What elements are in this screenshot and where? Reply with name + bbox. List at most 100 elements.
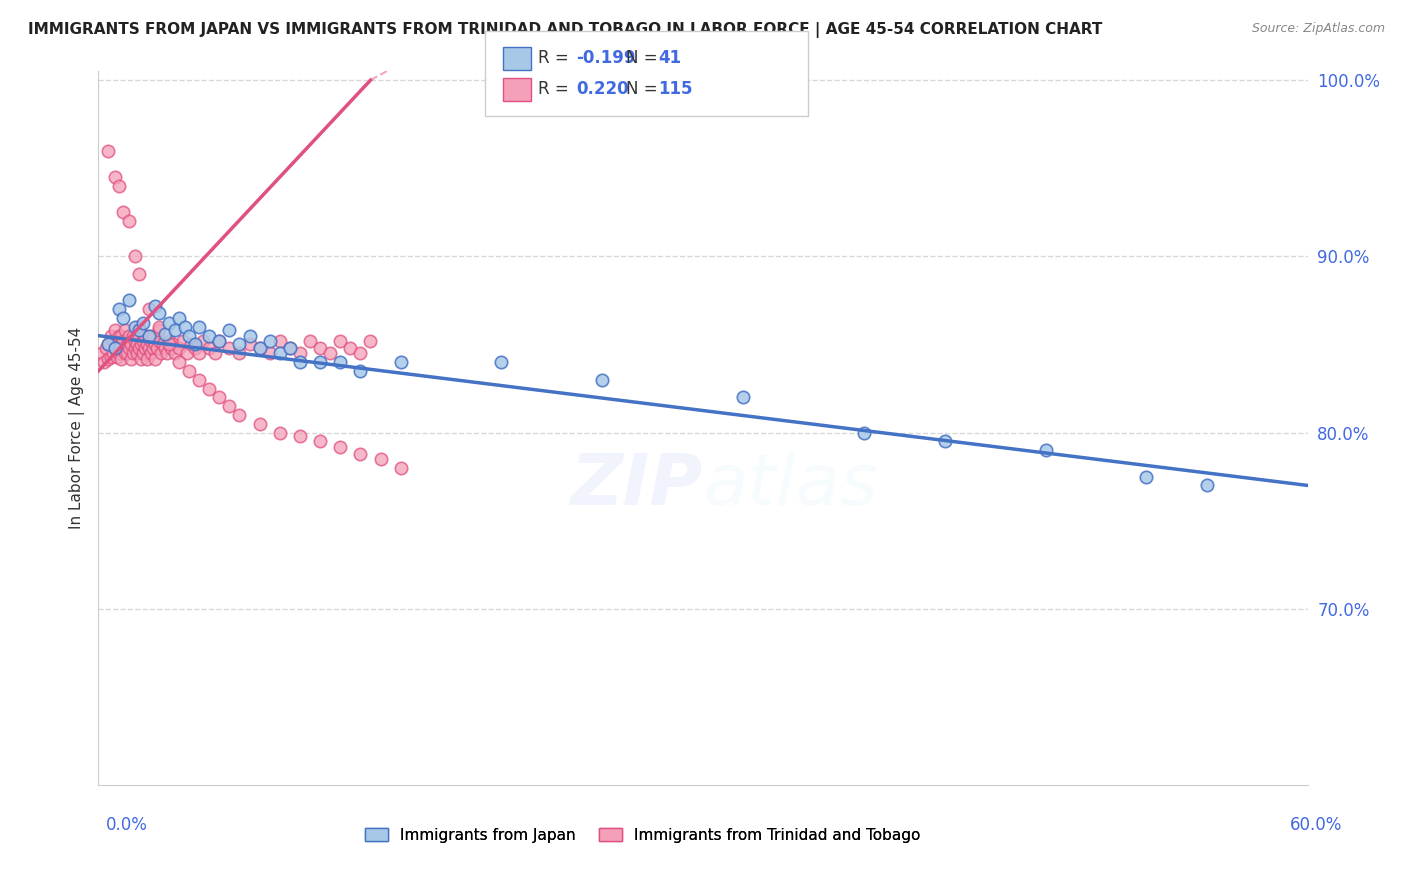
Point bbox=[138, 328, 160, 343]
Point bbox=[97, 337, 120, 351]
Point bbox=[339, 341, 361, 355]
Point bbox=[370, 452, 392, 467]
Point bbox=[934, 434, 956, 449]
Point bbox=[176, 346, 198, 360]
Point bbox=[309, 434, 332, 449]
Point bbox=[228, 408, 250, 422]
Point bbox=[143, 351, 166, 366]
Point bbox=[491, 355, 513, 369]
Point bbox=[97, 337, 120, 351]
Point bbox=[103, 323, 125, 337]
Text: R =: R = bbox=[538, 49, 575, 67]
Point bbox=[103, 341, 125, 355]
Point bbox=[249, 341, 271, 355]
Point bbox=[349, 447, 371, 461]
Point bbox=[204, 346, 226, 360]
Point bbox=[115, 337, 138, 351]
Point bbox=[249, 341, 271, 355]
Point bbox=[135, 351, 157, 366]
Point bbox=[188, 319, 211, 334]
Point bbox=[118, 341, 141, 355]
Text: 41: 41 bbox=[658, 49, 681, 67]
Point bbox=[118, 214, 141, 228]
Point bbox=[128, 319, 150, 334]
Point bbox=[278, 341, 301, 355]
Point bbox=[288, 346, 311, 360]
Point bbox=[124, 334, 146, 348]
Legend: Immigrants from Japan, Immigrants from Trinidad and Tobago: Immigrants from Japan, Immigrants from T… bbox=[359, 822, 927, 848]
Point bbox=[118, 334, 141, 348]
Point bbox=[208, 390, 231, 404]
Point bbox=[111, 205, 134, 219]
Point bbox=[107, 328, 129, 343]
Point bbox=[148, 334, 170, 348]
Text: Source: ZipAtlas.com: Source: ZipAtlas.com bbox=[1251, 22, 1385, 36]
Point bbox=[167, 341, 190, 355]
Point bbox=[163, 346, 186, 360]
Point bbox=[218, 341, 240, 355]
Point bbox=[157, 316, 180, 330]
Point bbox=[129, 337, 152, 351]
Point bbox=[93, 355, 115, 369]
Point bbox=[114, 346, 136, 360]
Point bbox=[184, 341, 207, 355]
Text: R =: R = bbox=[538, 80, 575, 98]
Point bbox=[132, 334, 155, 348]
Point bbox=[100, 328, 122, 343]
Point bbox=[128, 341, 150, 355]
Point bbox=[143, 299, 166, 313]
Point bbox=[239, 337, 262, 351]
Point bbox=[120, 337, 142, 351]
Point bbox=[591, 373, 613, 387]
Text: N =: N = bbox=[626, 49, 662, 67]
Point bbox=[139, 334, 162, 348]
Point bbox=[124, 319, 146, 334]
Point bbox=[172, 334, 194, 348]
Point bbox=[853, 425, 876, 440]
Point bbox=[1135, 469, 1157, 483]
Point bbox=[179, 364, 201, 378]
Point bbox=[288, 429, 311, 443]
Point bbox=[188, 373, 211, 387]
Point bbox=[110, 351, 132, 366]
Point bbox=[149, 346, 172, 360]
Point bbox=[128, 323, 150, 337]
Point bbox=[138, 328, 160, 343]
Point bbox=[218, 399, 240, 413]
Point bbox=[360, 334, 382, 348]
Point bbox=[128, 267, 150, 281]
Point bbox=[329, 334, 352, 348]
Point bbox=[134, 328, 156, 343]
Point bbox=[121, 346, 143, 360]
Point bbox=[110, 328, 132, 343]
Point bbox=[115, 346, 138, 360]
Point bbox=[269, 346, 291, 360]
Point bbox=[208, 334, 231, 348]
Y-axis label: In Labor Force | Age 45-54: In Labor Force | Age 45-54 bbox=[69, 327, 84, 529]
Point bbox=[97, 144, 120, 158]
Point bbox=[105, 337, 128, 351]
Point bbox=[118, 328, 141, 343]
Point bbox=[128, 328, 150, 343]
Point bbox=[148, 319, 170, 334]
Point bbox=[193, 334, 215, 348]
Point bbox=[329, 440, 352, 454]
Point bbox=[153, 326, 176, 341]
Point bbox=[163, 323, 186, 337]
Point bbox=[157, 334, 180, 348]
Point bbox=[733, 390, 755, 404]
Point bbox=[107, 341, 129, 355]
Point bbox=[319, 346, 342, 360]
Point bbox=[101, 334, 124, 348]
Point bbox=[143, 337, 166, 351]
Point bbox=[142, 341, 165, 355]
Point bbox=[107, 302, 129, 317]
Text: 115: 115 bbox=[658, 80, 693, 98]
Point bbox=[184, 337, 207, 351]
Point bbox=[218, 323, 240, 337]
Point bbox=[162, 337, 184, 351]
Text: N =: N = bbox=[626, 80, 662, 98]
Point bbox=[100, 350, 122, 364]
Point bbox=[138, 302, 160, 317]
Point bbox=[125, 337, 148, 351]
